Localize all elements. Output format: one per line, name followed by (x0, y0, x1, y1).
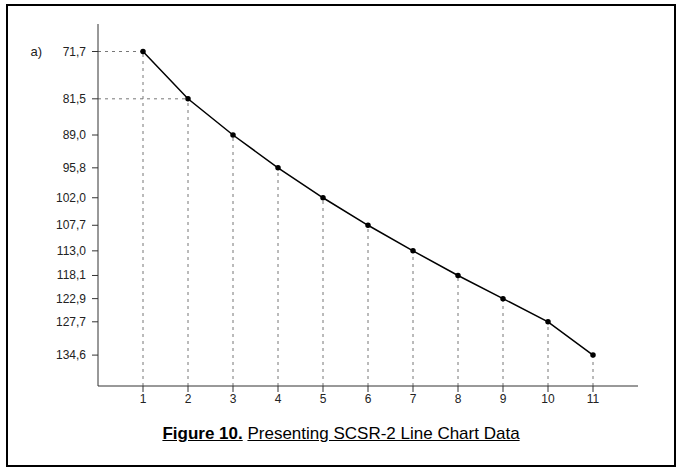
svg-text:11: 11 (587, 392, 600, 406)
svg-text:107,7: 107,7 (56, 218, 86, 232)
svg-text:95,8: 95,8 (63, 161, 87, 175)
svg-text:81,5: 81,5 (63, 92, 87, 106)
svg-text:9: 9 (500, 392, 507, 406)
svg-text:8: 8 (455, 392, 462, 406)
svg-text:118,1: 118,1 (57, 268, 86, 282)
svg-text:134,6: 134,6 (56, 348, 86, 362)
svg-text:89,0: 89,0 (63, 128, 87, 142)
svg-text:1: 1 (140, 392, 147, 406)
svg-text:102,0: 102,0 (56, 191, 86, 205)
svg-text:127,7: 127,7 (56, 315, 86, 329)
svg-text:6: 6 (365, 392, 372, 406)
svg-text:a): a) (30, 44, 42, 59)
svg-text:5: 5 (320, 392, 327, 406)
svg-text:4: 4 (275, 392, 282, 406)
svg-text:122,9: 122,9 (56, 292, 86, 306)
svg-text:2: 2 (185, 392, 192, 406)
svg-text:113,0: 113,0 (57, 244, 86, 258)
svg-text:7: 7 (410, 392, 417, 406)
svg-text:3: 3 (230, 392, 237, 406)
svg-text:71,7: 71,7 (63, 45, 87, 59)
html-text:Figure 10. Presenting SCSR-2 L: Figure 10. Presenting SCSR-2 Line Chart … (162, 424, 520, 443)
svg-text:10: 10 (541, 392, 555, 406)
